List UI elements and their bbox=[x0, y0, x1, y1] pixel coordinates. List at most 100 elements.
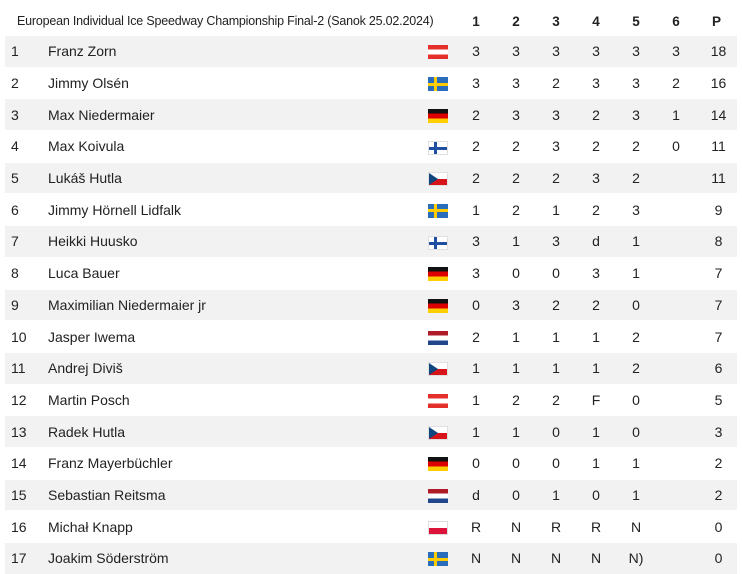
czechia-flag-icon bbox=[428, 172, 448, 187]
heat-5-score: 1 bbox=[632, 486, 640, 503]
heat-5-score: 1 bbox=[632, 265, 640, 282]
flag-cell bbox=[420, 67, 456, 99]
table-row: 12 Martin Posch 1 2 2 F 0 5 bbox=[5, 384, 737, 416]
flag-cell bbox=[420, 511, 456, 543]
total-points: 16 bbox=[710, 75, 727, 92]
heat-4-score: F bbox=[591, 391, 601, 408]
rider-name: Max Niedermaier bbox=[48, 106, 155, 123]
heat-5-score: N bbox=[630, 518, 642, 535]
heat-4-score: 1 bbox=[592, 360, 600, 377]
heat-1-score: 2 bbox=[472, 328, 480, 345]
heat-2-score: 3 bbox=[512, 296, 520, 313]
sweden-flag-icon bbox=[428, 77, 448, 92]
total-points: 3 bbox=[714, 423, 723, 440]
heat-3-score: 2 bbox=[552, 75, 560, 92]
heat-4-score: 2 bbox=[592, 296, 600, 313]
heat-4-score: 0 bbox=[592, 486, 600, 503]
table-row: 1 Franz Zorn 3 3 3 3 3 3 18 bbox=[5, 35, 737, 68]
heat-2-score: 0 bbox=[512, 486, 520, 503]
heat-6-score: 0 bbox=[672, 138, 680, 155]
table-row: 17 Joakim Söderström N N N N N) 0 bbox=[5, 542, 737, 574]
table-row: 9 Maximilian Niedermaier jr 0 3 2 2 0 7 bbox=[5, 289, 737, 321]
total-points: 8 bbox=[714, 233, 723, 250]
rider-name: Lukáš Hutla bbox=[48, 170, 122, 187]
rider-name: Martin Posch bbox=[48, 391, 130, 408]
heat-2-score: 1 bbox=[512, 233, 520, 250]
table-row: 13 Radek Hutla 1 1 0 1 0 3 bbox=[5, 415, 737, 448]
germany-flag-icon bbox=[428, 108, 448, 123]
heat-3-score: 1 bbox=[552, 201, 560, 218]
heat-1-score: 1 bbox=[472, 423, 480, 440]
czechia-flag-icon bbox=[428, 425, 448, 440]
rider-name: Franz Mayerbüchler bbox=[48, 455, 173, 472]
heat-2-score: 0 bbox=[512, 265, 520, 282]
heat-6-score bbox=[656, 384, 696, 416]
heat-1-score: 3 bbox=[472, 75, 480, 92]
rider-name: Jimmy Hörnell Lidfalk bbox=[48, 201, 182, 218]
table-row: 3 Max Niedermaier 2 3 3 2 3 1 14 bbox=[5, 98, 737, 131]
heat-4-score: 3 bbox=[592, 43, 600, 60]
heat-header-1: 1 bbox=[472, 13, 480, 29]
rider-name: Max Koivula bbox=[48, 138, 125, 155]
heat-3-score: 1 bbox=[552, 328, 560, 345]
heat-3-score: N bbox=[550, 550, 562, 567]
table-row: 8 Luca Bauer 3 0 0 3 1 7 bbox=[5, 257, 737, 289]
heat-header-6: 6 bbox=[672, 13, 680, 29]
heat-2-score: 3 bbox=[512, 75, 520, 92]
total-points: 7 bbox=[714, 265, 723, 282]
heat-3-score: 3 bbox=[552, 138, 560, 155]
rank-cell: 16 bbox=[11, 518, 27, 535]
table-row: 14 Franz Mayerbüchler 0 0 0 1 1 2 bbox=[5, 447, 737, 480]
rank-cell: 1 bbox=[11, 43, 19, 60]
heat-5-score: N) bbox=[628, 550, 644, 567]
heat-5-score: 1 bbox=[632, 233, 640, 250]
table-row: 4 Max Koivula 2 2 3 2 2 0 11 bbox=[5, 130, 737, 163]
results-table: European Individual Ice Speedway Champio… bbox=[5, 7, 737, 574]
heat-1-score: R bbox=[470, 518, 482, 535]
table-header: European Individual Ice Speedway Champio… bbox=[5, 7, 737, 36]
total-points: 7 bbox=[714, 296, 723, 313]
sweden-flag-icon bbox=[428, 203, 448, 218]
heat-3-score: 0 bbox=[552, 423, 560, 440]
heat-6-score bbox=[656, 162, 696, 194]
heat-6-score bbox=[656, 289, 696, 321]
points-header: P bbox=[711, 13, 721, 29]
heat-header-5: 5 bbox=[632, 13, 640, 29]
heat-1-score: 1 bbox=[472, 391, 480, 408]
heat-1-score: 3 bbox=[472, 265, 480, 282]
heat-4-score: 1 bbox=[592, 423, 600, 440]
total-points: 0 bbox=[714, 550, 723, 567]
heat-4-score: R bbox=[590, 518, 602, 535]
heat-6-score bbox=[656, 416, 696, 448]
rider-name: Radek Hutla bbox=[48, 423, 126, 440]
table-row: 16 Michał Knapp R N R R N 0 bbox=[5, 510, 737, 543]
heat-5-score: 2 bbox=[632, 138, 640, 155]
rank-cell: 5 bbox=[11, 170, 19, 187]
rank-cell: 6 bbox=[11, 201, 19, 218]
table-row: 2 Jimmy Olsén 3 3 2 3 3 2 16 bbox=[5, 67, 737, 99]
heat-4-score: 2 bbox=[592, 138, 600, 155]
heat-2-score: 3 bbox=[512, 43, 520, 60]
heat-2-score: 2 bbox=[512, 391, 520, 408]
heat-5-score: 3 bbox=[632, 75, 640, 92]
rider-name: Michał Knapp bbox=[48, 518, 133, 535]
table-row: 5 Lukáš Hutla 2 2 2 3 2 11 bbox=[5, 162, 737, 194]
heat-3-score: 3 bbox=[552, 106, 560, 123]
rank-cell: 11 bbox=[11, 360, 26, 377]
rank-cell: 15 bbox=[11, 486, 27, 503]
finland-flag-icon bbox=[428, 140, 448, 155]
heat-4-score: 2 bbox=[592, 106, 600, 123]
heat-1-score: 1 bbox=[472, 201, 480, 218]
flag-cell bbox=[420, 543, 456, 574]
heat-5-score: 3 bbox=[632, 201, 640, 218]
heat-5-score: 0 bbox=[632, 423, 640, 440]
flag-cell bbox=[420, 289, 456, 321]
heat-2-score: 2 bbox=[512, 138, 520, 155]
table-row: 6 Jimmy Hörnell Lidfalk 1 2 1 2 3 9 bbox=[5, 193, 737, 226]
flag-cell bbox=[420, 352, 456, 384]
header-row: European Individual Ice Speedway Champio… bbox=[5, 7, 737, 36]
heat-6-score bbox=[656, 226, 696, 258]
heat-4-score: 3 bbox=[592, 75, 600, 92]
heat-3-score: 3 bbox=[552, 43, 560, 60]
germany-flag-icon bbox=[428, 267, 448, 282]
